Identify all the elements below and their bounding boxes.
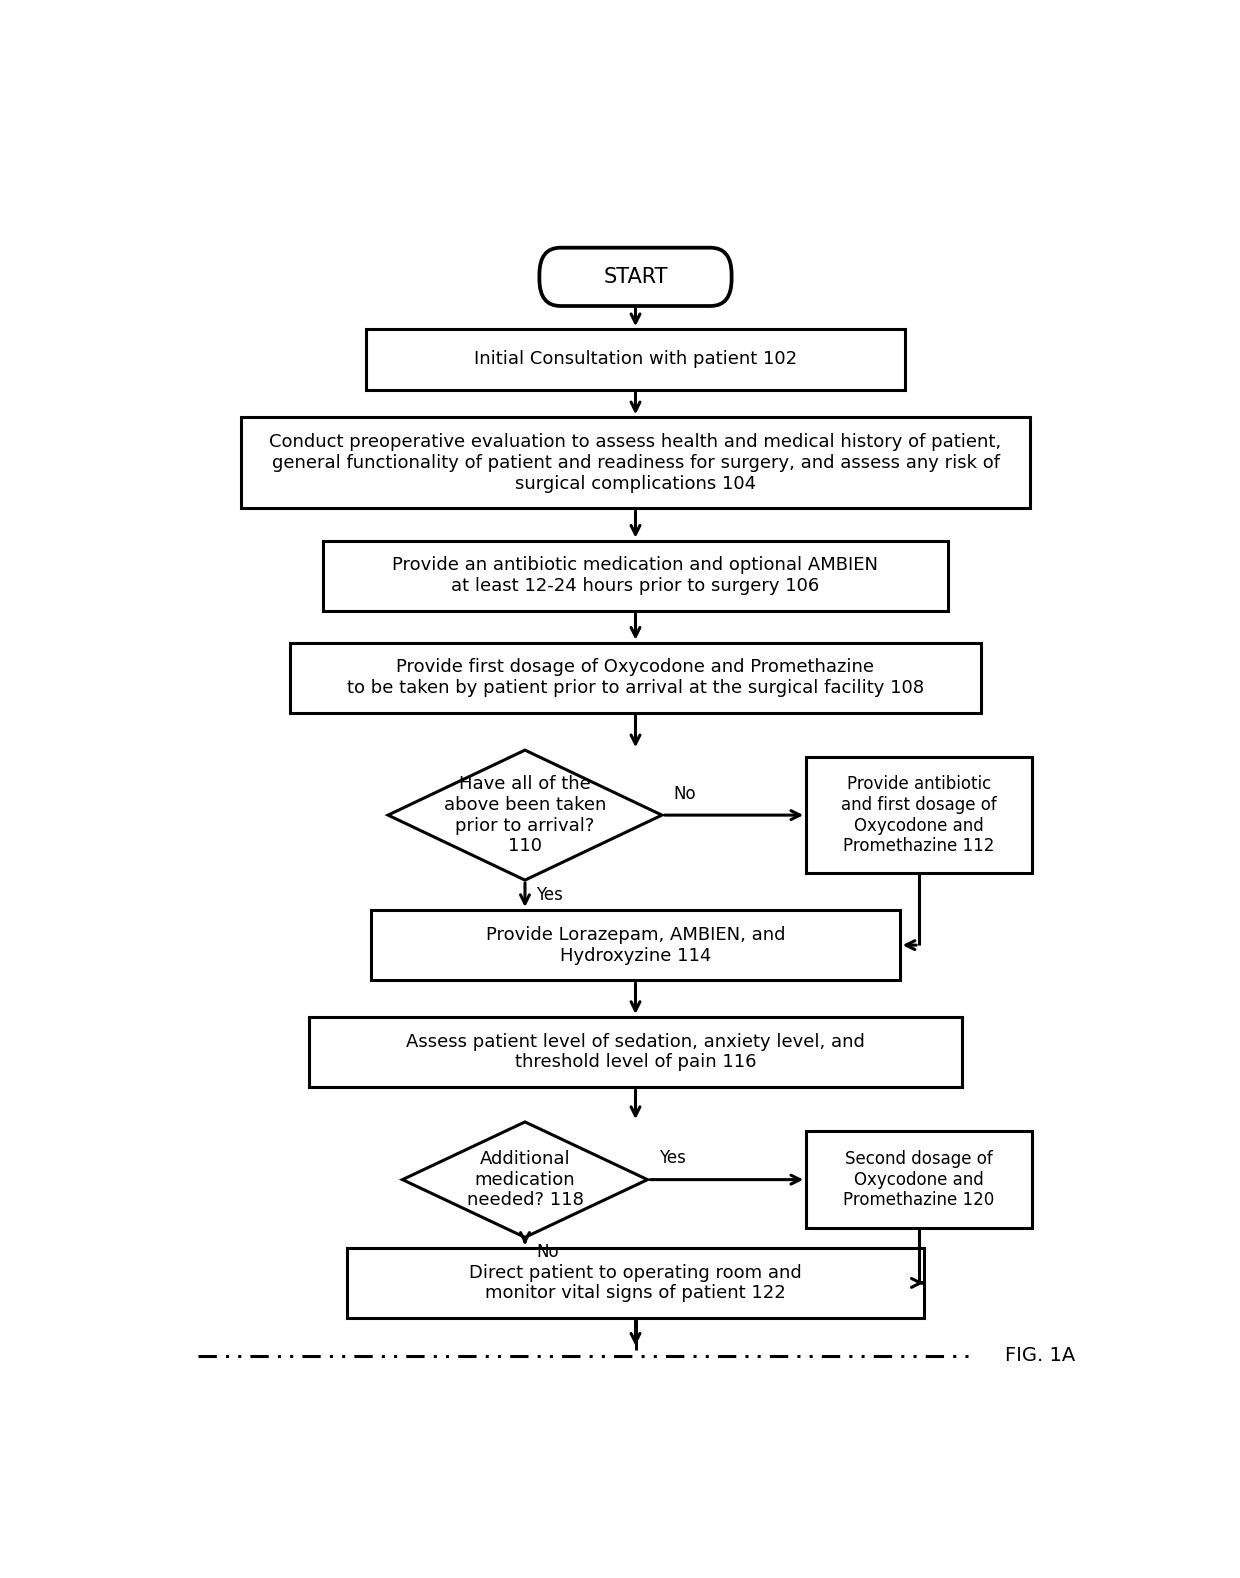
Bar [290, 642, 982, 713]
Text: Provide antibiotic
and first dosage of
Oxycodone and
Promethazine 112: Provide antibiotic and first dosage of O… [841, 775, 997, 855]
Bar [371, 911, 900, 980]
Text: Yes: Yes [537, 887, 563, 904]
Text: Have all of the
above been taken
prior to arrival?
110: Have all of the above been taken prior t… [444, 775, 606, 855]
Text: START: START [603, 267, 668, 287]
Text: Additional
medication
needed? 118: Additional medication needed? 118 [466, 1150, 584, 1209]
Bar [309, 1016, 962, 1087]
Text: Provide first dosage of Oxycodone and Promethazine
to be taken by patient prior : Provide first dosage of Oxycodone and Pr… [347, 658, 924, 697]
Text: Initial Consultation with patient 102: Initial Consultation with patient 102 [474, 350, 797, 369]
Text: Direct patient to operating room and
monitor vital signs of patient 122: Direct patient to operating room and mon… [469, 1264, 802, 1302]
Bar [347, 1248, 924, 1318]
Bar [367, 330, 905, 390]
Bar [806, 757, 1032, 873]
Polygon shape [403, 1122, 647, 1237]
Text: Conduct preoperative evaluation to assess health and medical history of patient,: Conduct preoperative evaluation to asses… [269, 432, 1002, 492]
Polygon shape [388, 750, 662, 881]
Text: Provide Lorazepam, AMBIEN, and
Hydroxyzine 114: Provide Lorazepam, AMBIEN, and Hydroxyzi… [486, 926, 785, 964]
FancyBboxPatch shape [539, 248, 732, 306]
Text: Second dosage of
Oxycodone and
Promethazine 120: Second dosage of Oxycodone and Promethaz… [843, 1150, 994, 1209]
Text: Provide an antibiotic medication and optional AMBIEN
at least 12-24 hours prior : Provide an antibiotic medication and opt… [393, 557, 878, 595]
Bar [324, 541, 947, 611]
Text: Yes: Yes [658, 1149, 686, 1168]
Text: No: No [537, 1243, 559, 1261]
Bar [242, 417, 1029, 508]
Bar [806, 1131, 1032, 1228]
Text: Assess patient level of sedation, anxiety level, and
threshold level of pain 116: Assess patient level of sedation, anxiet… [405, 1032, 866, 1071]
Text: FIG. 1A: FIG. 1A [1006, 1346, 1076, 1365]
Text: No: No [673, 784, 696, 803]
